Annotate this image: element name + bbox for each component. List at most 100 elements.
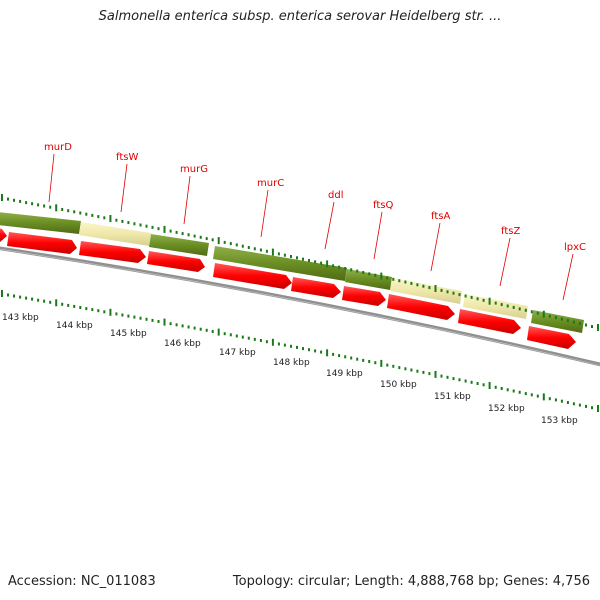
cds-arrow-track [0, 228, 576, 349]
minor-tick [506, 388, 509, 392]
gene-feature[interactable] [0, 212, 81, 234]
minor-tick [578, 322, 581, 325]
minor-tick [591, 406, 593, 410]
minor-tick [223, 240, 226, 244]
minor-tick [428, 286, 431, 290]
major-tick [1, 194, 3, 201]
minor-tick [145, 317, 148, 321]
minor-tick [524, 308, 527, 312]
cds-arrow[interactable] [213, 263, 292, 289]
minor-tick [308, 259, 310, 262]
minor-tick [452, 377, 455, 381]
minor-tick [97, 309, 100, 313]
gene-label[interactable]: ftsA [431, 211, 450, 222]
minor-tick [283, 253, 286, 257]
minor-tick [494, 301, 497, 305]
minor-tick [157, 320, 160, 323]
minor-tick [151, 225, 154, 229]
minor-tick [229, 333, 232, 337]
minor-tick [290, 255, 292, 258]
cds-arrow[interactable] [458, 309, 521, 334]
gene-label[interactable]: ftsZ [501, 226, 520, 237]
minor-tick [13, 294, 15, 298]
minor-tick [290, 344, 292, 348]
minor-tick [338, 265, 341, 269]
upper-tick-track [1, 194, 599, 331]
minor-tick [175, 323, 178, 327]
minor-tick [476, 382, 479, 385]
major-tick [217, 328, 220, 336]
minor-tick [591, 325, 593, 328]
minor-tick [91, 308, 94, 312]
leader-line [120, 163, 128, 213]
minor-tick [392, 277, 395, 281]
leader-line [499, 237, 511, 287]
minor-tick [446, 290, 449, 294]
minor-tick [7, 293, 9, 297]
minor-tick [374, 273, 377, 277]
gene-feature[interactable] [79, 222, 151, 246]
minor-tick [332, 264, 335, 268]
minor-tick [241, 335, 244, 339]
minor-tick [103, 216, 106, 220]
cds-arrow[interactable] [0, 228, 7, 242]
gene-label[interactable]: murC [257, 178, 284, 189]
major-tick [434, 370, 437, 378]
minor-tick [97, 215, 100, 219]
minor-tick [536, 394, 539, 398]
minor-tick [524, 392, 527, 396]
minor-tick [61, 302, 64, 306]
cds-arrow[interactable] [79, 241, 146, 263]
cds-arrow[interactable] [342, 286, 386, 306]
gene-label[interactable]: ddl [328, 190, 343, 201]
gene-label[interactable]: murG [180, 164, 208, 175]
minor-tick [398, 366, 401, 370]
leader-line [48, 153, 55, 203]
minor-tick [554, 398, 557, 402]
gene-label[interactable]: ftsW [116, 152, 138, 163]
minor-tick [49, 300, 52, 304]
minor-tick [314, 260, 317, 264]
leader-line [324, 201, 335, 250]
gene-label[interactable]: lpxC [564, 242, 586, 253]
cds-arrow[interactable] [387, 294, 455, 320]
minor-tick [265, 249, 268, 253]
minor-tick [464, 294, 467, 298]
minor-tick [464, 379, 467, 383]
minor-tick [133, 315, 136, 319]
kbp-label: 152 kbp [488, 404, 525, 414]
minor-tick [566, 319, 569, 323]
leader-line [260, 189, 269, 238]
gene-label[interactable]: ftsQ [373, 200, 393, 211]
minor-tick [253, 247, 256, 251]
backbone-shadow [0, 249, 600, 367]
minor-tick [302, 347, 304, 351]
gene-feature[interactable] [213, 246, 347, 281]
minor-tick [73, 304, 76, 308]
minor-tick [482, 383, 485, 387]
genome-summary-text: Topology: circular; Length: 4,888,768 bp… [232, 574, 590, 589]
minor-tick [85, 212, 88, 216]
gene-feature-track [0, 212, 584, 333]
gene-feature[interactable] [463, 294, 528, 319]
gene-labels: murD ftsW murG murC ddl ftsQ ftsA ftsZ l… [44, 142, 586, 253]
minor-tick [572, 320, 575, 324]
minor-tick [169, 229, 172, 233]
accession-text: Accession: NC_011083 [8, 574, 156, 589]
cds-arrow[interactable] [7, 232, 77, 254]
gene-feature[interactable] [345, 269, 392, 290]
gene-feature[interactable] [390, 278, 462, 304]
minor-tick [332, 352, 335, 356]
major-tick [326, 260, 329, 268]
gene-feature[interactable] [149, 234, 209, 256]
gene-label[interactable]: murD [44, 142, 72, 153]
minor-tick [548, 397, 551, 401]
cds-arrow[interactable] [291, 277, 341, 298]
cds-arrow[interactable] [527, 326, 576, 349]
minor-tick [211, 238, 214, 242]
cds-arrow[interactable] [147, 251, 205, 272]
minor-tick [422, 284, 425, 288]
kbp-label: 153 kbp [541, 416, 578, 426]
minor-tick [43, 204, 46, 208]
major-tick [597, 324, 599, 331]
